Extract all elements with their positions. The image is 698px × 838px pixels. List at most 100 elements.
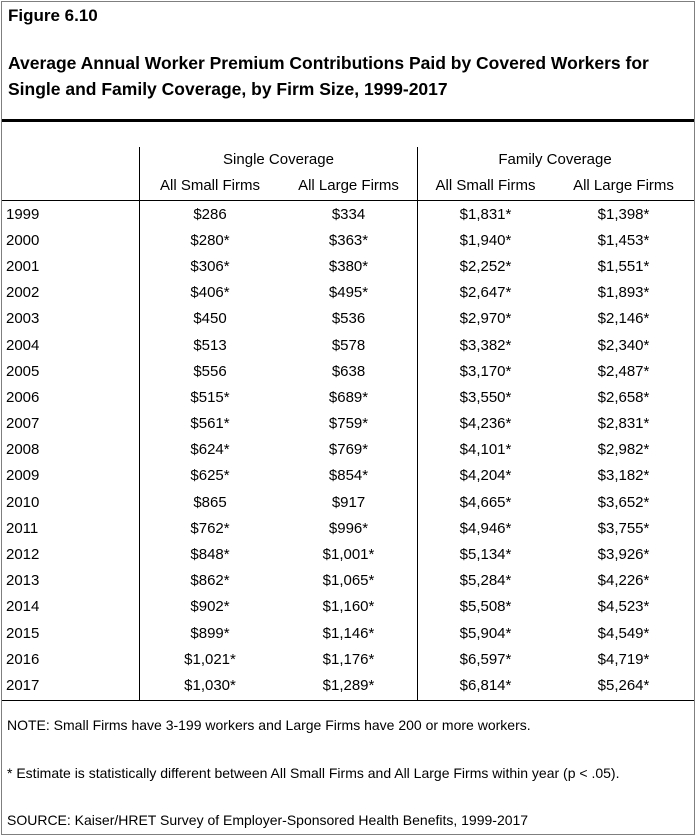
table-row: 2003 $450 $536 $2,970* $2,146* — [2, 306, 693, 332]
family-large-cell: $4,523* — [597, 598, 650, 616]
single-small-cell: $862* — [190, 572, 230, 590]
family-small-cell: $2,252* — [459, 257, 512, 275]
family-small-cell: $4,665* — [459, 493, 512, 511]
subheader-family-small: All Small Firms — [435, 177, 536, 194]
note-text: NOTE: Small Firms have 3-199 workers and… — [7, 717, 531, 733]
single-large-cell: $638 — [331, 362, 366, 380]
year-cell: 2010 — [6, 493, 40, 511]
family-small-cell: $3,550* — [459, 388, 512, 406]
single-large-cell: $854* — [328, 467, 369, 485]
family-small-cell: $2,647* — [459, 284, 512, 302]
family-small-cell: $5,508* — [459, 598, 512, 616]
family-large-cell: $1,398* — [597, 205, 650, 223]
single-small-cell: $1,030* — [184, 676, 236, 694]
year-cell: 2008 — [6, 441, 40, 459]
single-small-cell: $306* — [190, 257, 230, 275]
header-divider-left — [139, 147, 140, 201]
group-header-family: Family Coverage — [498, 151, 612, 168]
header-divider-mid — [417, 147, 418, 201]
premium-table: 1999 $286 $334 $1,831* $1,398* 2000 $280* $363*… — [2, 201, 693, 699]
family-large-cell: $3,182* — [597, 467, 650, 485]
single-small-cell: $1,021* — [184, 650, 236, 668]
table-bottom-rule — [2, 700, 694, 701]
table-row: 2008 $624* $769* $4,101* $2,982* — [2, 437, 693, 463]
single-large-cell: $689* — [328, 388, 369, 406]
single-small-cell: $280* — [190, 231, 230, 249]
subheader-single-large: All Large Firms — [298, 177, 399, 194]
table-row: 2006 $515* $689* $3,550* $2,658* — [2, 384, 693, 410]
single-small-cell: $899* — [190, 624, 230, 642]
year-cell: 1999 — [6, 205, 40, 223]
table-row: 1999 $286 $334 $1,831* $1,398* — [2, 201, 693, 227]
table-row: 2012 $848* $1,001* $5,134* $3,926* — [2, 541, 693, 567]
premium-table-body: 1999 $286 $334 $1,831* $1,398* 2000 $280* $363*… — [2, 201, 693, 699]
figure-label: Figure 6.10 — [8, 6, 98, 25]
family-small-cell: $5,134* — [459, 546, 512, 564]
group-column-divider — [417, 201, 418, 700]
family-large-cell: $2,831* — [597, 415, 650, 433]
family-large-cell: $3,755* — [597, 519, 650, 537]
family-small-cell: $3,382* — [459, 336, 512, 354]
single-small-cell: $561* — [190, 415, 230, 433]
family-large-cell: $1,893* — [597, 284, 650, 302]
family-large-cell: $1,551* — [597, 257, 650, 275]
year-cell: 2002 — [6, 284, 40, 302]
table-row: 2009 $625* $854* $4,204* $3,182* — [2, 463, 693, 489]
year-cell: 2004 — [6, 336, 40, 354]
single-large-cell: $1,176* — [322, 650, 375, 668]
family-large-cell: $5,264* — [597, 676, 650, 694]
family-large-cell: $4,226* — [597, 572, 650, 590]
family-small-cell: $4,946* — [459, 519, 512, 537]
single-large-cell: $759* — [328, 415, 369, 433]
table-row: 2017 $1,030* $1,289* $6,814* $5,264* — [2, 672, 693, 698]
year-cell: 2003 — [6, 310, 40, 328]
year-cell: 2000 — [6, 231, 40, 249]
single-small-cell: $762* — [190, 519, 230, 537]
family-small-cell: $4,236* — [459, 415, 512, 433]
single-large-cell: $1,065* — [322, 572, 375, 590]
single-small-cell: $286 — [193, 205, 227, 223]
single-large-cell: $1,001* — [322, 546, 375, 564]
subheader-single-small: All Small Firms — [160, 177, 260, 194]
single-small-cell: $624* — [190, 441, 230, 459]
family-small-cell: $4,101* — [459, 441, 512, 459]
single-small-cell: $513 — [193, 336, 227, 354]
single-large-cell: $1,146* — [322, 624, 375, 642]
year-cell: 2013 — [6, 572, 40, 590]
single-small-cell: $406* — [190, 284, 230, 302]
family-large-cell: $2,340* — [597, 336, 650, 354]
year-cell: 2006 — [6, 388, 40, 406]
table-row: 2015 $899* $1,146* $5,904* $4,549* — [2, 620, 693, 646]
year-cell: 2005 — [6, 362, 40, 380]
family-small-cell: $2,970* — [459, 310, 512, 328]
year-cell: 2001 — [6, 257, 40, 275]
single-small-cell: $450 — [193, 310, 227, 328]
family-small-cell: $1,940* — [459, 231, 512, 249]
title-rule — [2, 119, 694, 122]
subheader-family-large: All Large Firms — [573, 177, 674, 194]
table-row: 2002 $406* $495* $2,647* $1,893* — [2, 280, 693, 306]
single-large-cell: $380* — [328, 257, 369, 275]
family-small-cell: $5,284* — [459, 572, 512, 590]
year-cell: 2014 — [6, 598, 40, 616]
family-large-cell: $2,146* — [597, 310, 650, 328]
year-cell: 2017 — [6, 676, 40, 694]
family-large-cell: $4,549* — [597, 624, 650, 642]
table-row: 2014 $902* $1,160* $5,508* $4,523* — [2, 594, 693, 620]
family-large-cell: $2,487* — [597, 362, 650, 380]
table-row: 2016 $1,021* $1,176* $6,597* $4,719* — [2, 646, 693, 672]
single-large-cell: $536 — [331, 310, 366, 328]
single-small-cell: $515* — [190, 388, 230, 406]
table-row: 2001 $306* $380* $2,252* $1,551* — [2, 253, 693, 279]
single-large-cell: $769* — [328, 441, 369, 459]
footnote-text: * Estimate is statistically different be… — [7, 765, 620, 781]
group-header-single: Single Coverage — [223, 151, 334, 168]
single-large-cell: $363* — [328, 231, 369, 249]
family-large-cell: $1,453* — [597, 231, 650, 249]
year-cell: 2012 — [6, 546, 40, 564]
family-small-cell: $6,814* — [459, 676, 512, 694]
single-small-cell: $902* — [190, 598, 230, 616]
table-row: 2013 $862* $1,065* $5,284* $4,226* — [2, 568, 693, 594]
single-small-cell: $848* — [190, 546, 230, 564]
family-small-cell: $4,204* — [459, 467, 512, 485]
